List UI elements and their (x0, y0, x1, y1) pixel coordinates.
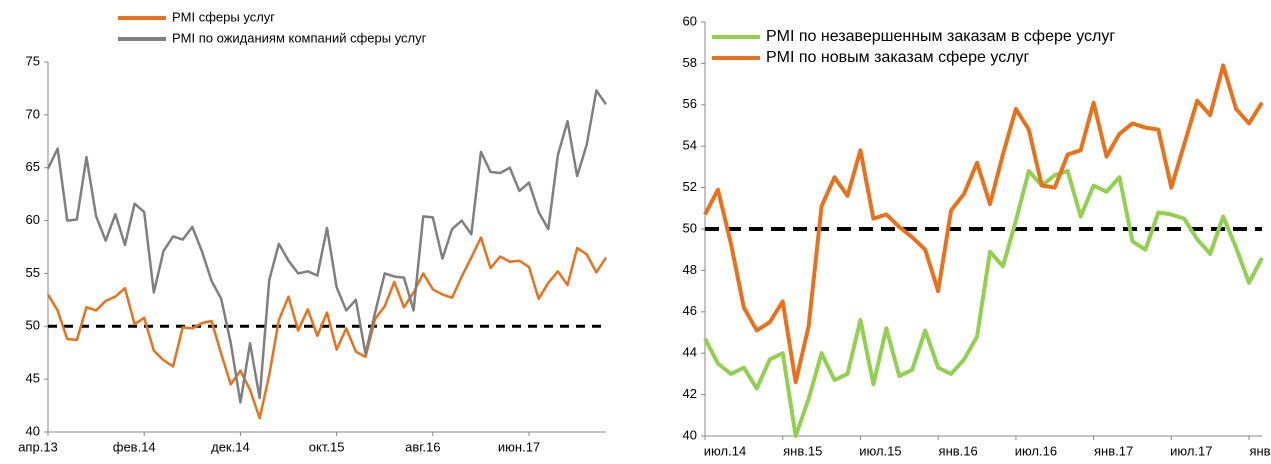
y-tick-label: 40 (26, 423, 40, 438)
x-tick-label: июн.17 (498, 439, 540, 454)
y-tick-label: 54 (683, 138, 697, 153)
y-tick-label: 65 (26, 159, 40, 174)
y-tick-label: 50 (683, 220, 697, 235)
y-tick-label: 48 (683, 262, 697, 277)
x-tick-label: авг.16 (405, 439, 440, 454)
y-tick-label: 44 (683, 345, 697, 360)
y-tick-label: 40 (683, 427, 697, 442)
y-tick-label: 42 (683, 386, 697, 401)
x-tick-label: янв.15 (783, 443, 822, 458)
y-tick-label: 60 (26, 212, 40, 227)
y-tick-label: 70 (26, 106, 40, 121)
y-tick-label: 45 (26, 371, 40, 386)
y-tick-label: 75 (26, 53, 40, 68)
x-tick-label: янв.16 (939, 443, 978, 458)
x-tick-label: окт.15 (309, 439, 345, 454)
x-tick-label: июл.17 (1170, 443, 1212, 458)
legend-label: PMI сферы услуг (172, 9, 275, 24)
x-tick-label: июл.16 (1015, 443, 1057, 458)
x-tick-label: янв.17 (1094, 443, 1133, 458)
y-tick-label: 60 (683, 13, 697, 28)
x-tick-label: дек.14 (211, 439, 250, 454)
series-line (703, 63, 1264, 385)
legend-label: PMI по новым заказам сфере услуг (766, 49, 1030, 66)
x-tick-label: июл.14 (704, 443, 746, 458)
x-tick-label: июл.15 (859, 443, 901, 458)
x-tick-label: янв.18 (1249, 443, 1271, 458)
y-tick-label: 52 (683, 179, 697, 194)
series-line (46, 89, 608, 404)
y-tick-label: 58 (683, 55, 697, 70)
legend-label: PMI по незавершенным заказам в сфере усл… (766, 28, 1115, 45)
series-line (46, 236, 608, 420)
series-line (703, 169, 1264, 438)
y-tick-label: 46 (683, 303, 697, 318)
legend-label: PMI по ожиданиям компаний сферы услуг (172, 30, 427, 45)
y-tick-label: 50 (26, 318, 40, 333)
x-tick-label: фев.14 (113, 439, 156, 454)
y-tick-label: 56 (683, 96, 697, 111)
y-tick-label: 55 (26, 265, 40, 280)
x-tick-label: апр.13 (18, 439, 58, 454)
